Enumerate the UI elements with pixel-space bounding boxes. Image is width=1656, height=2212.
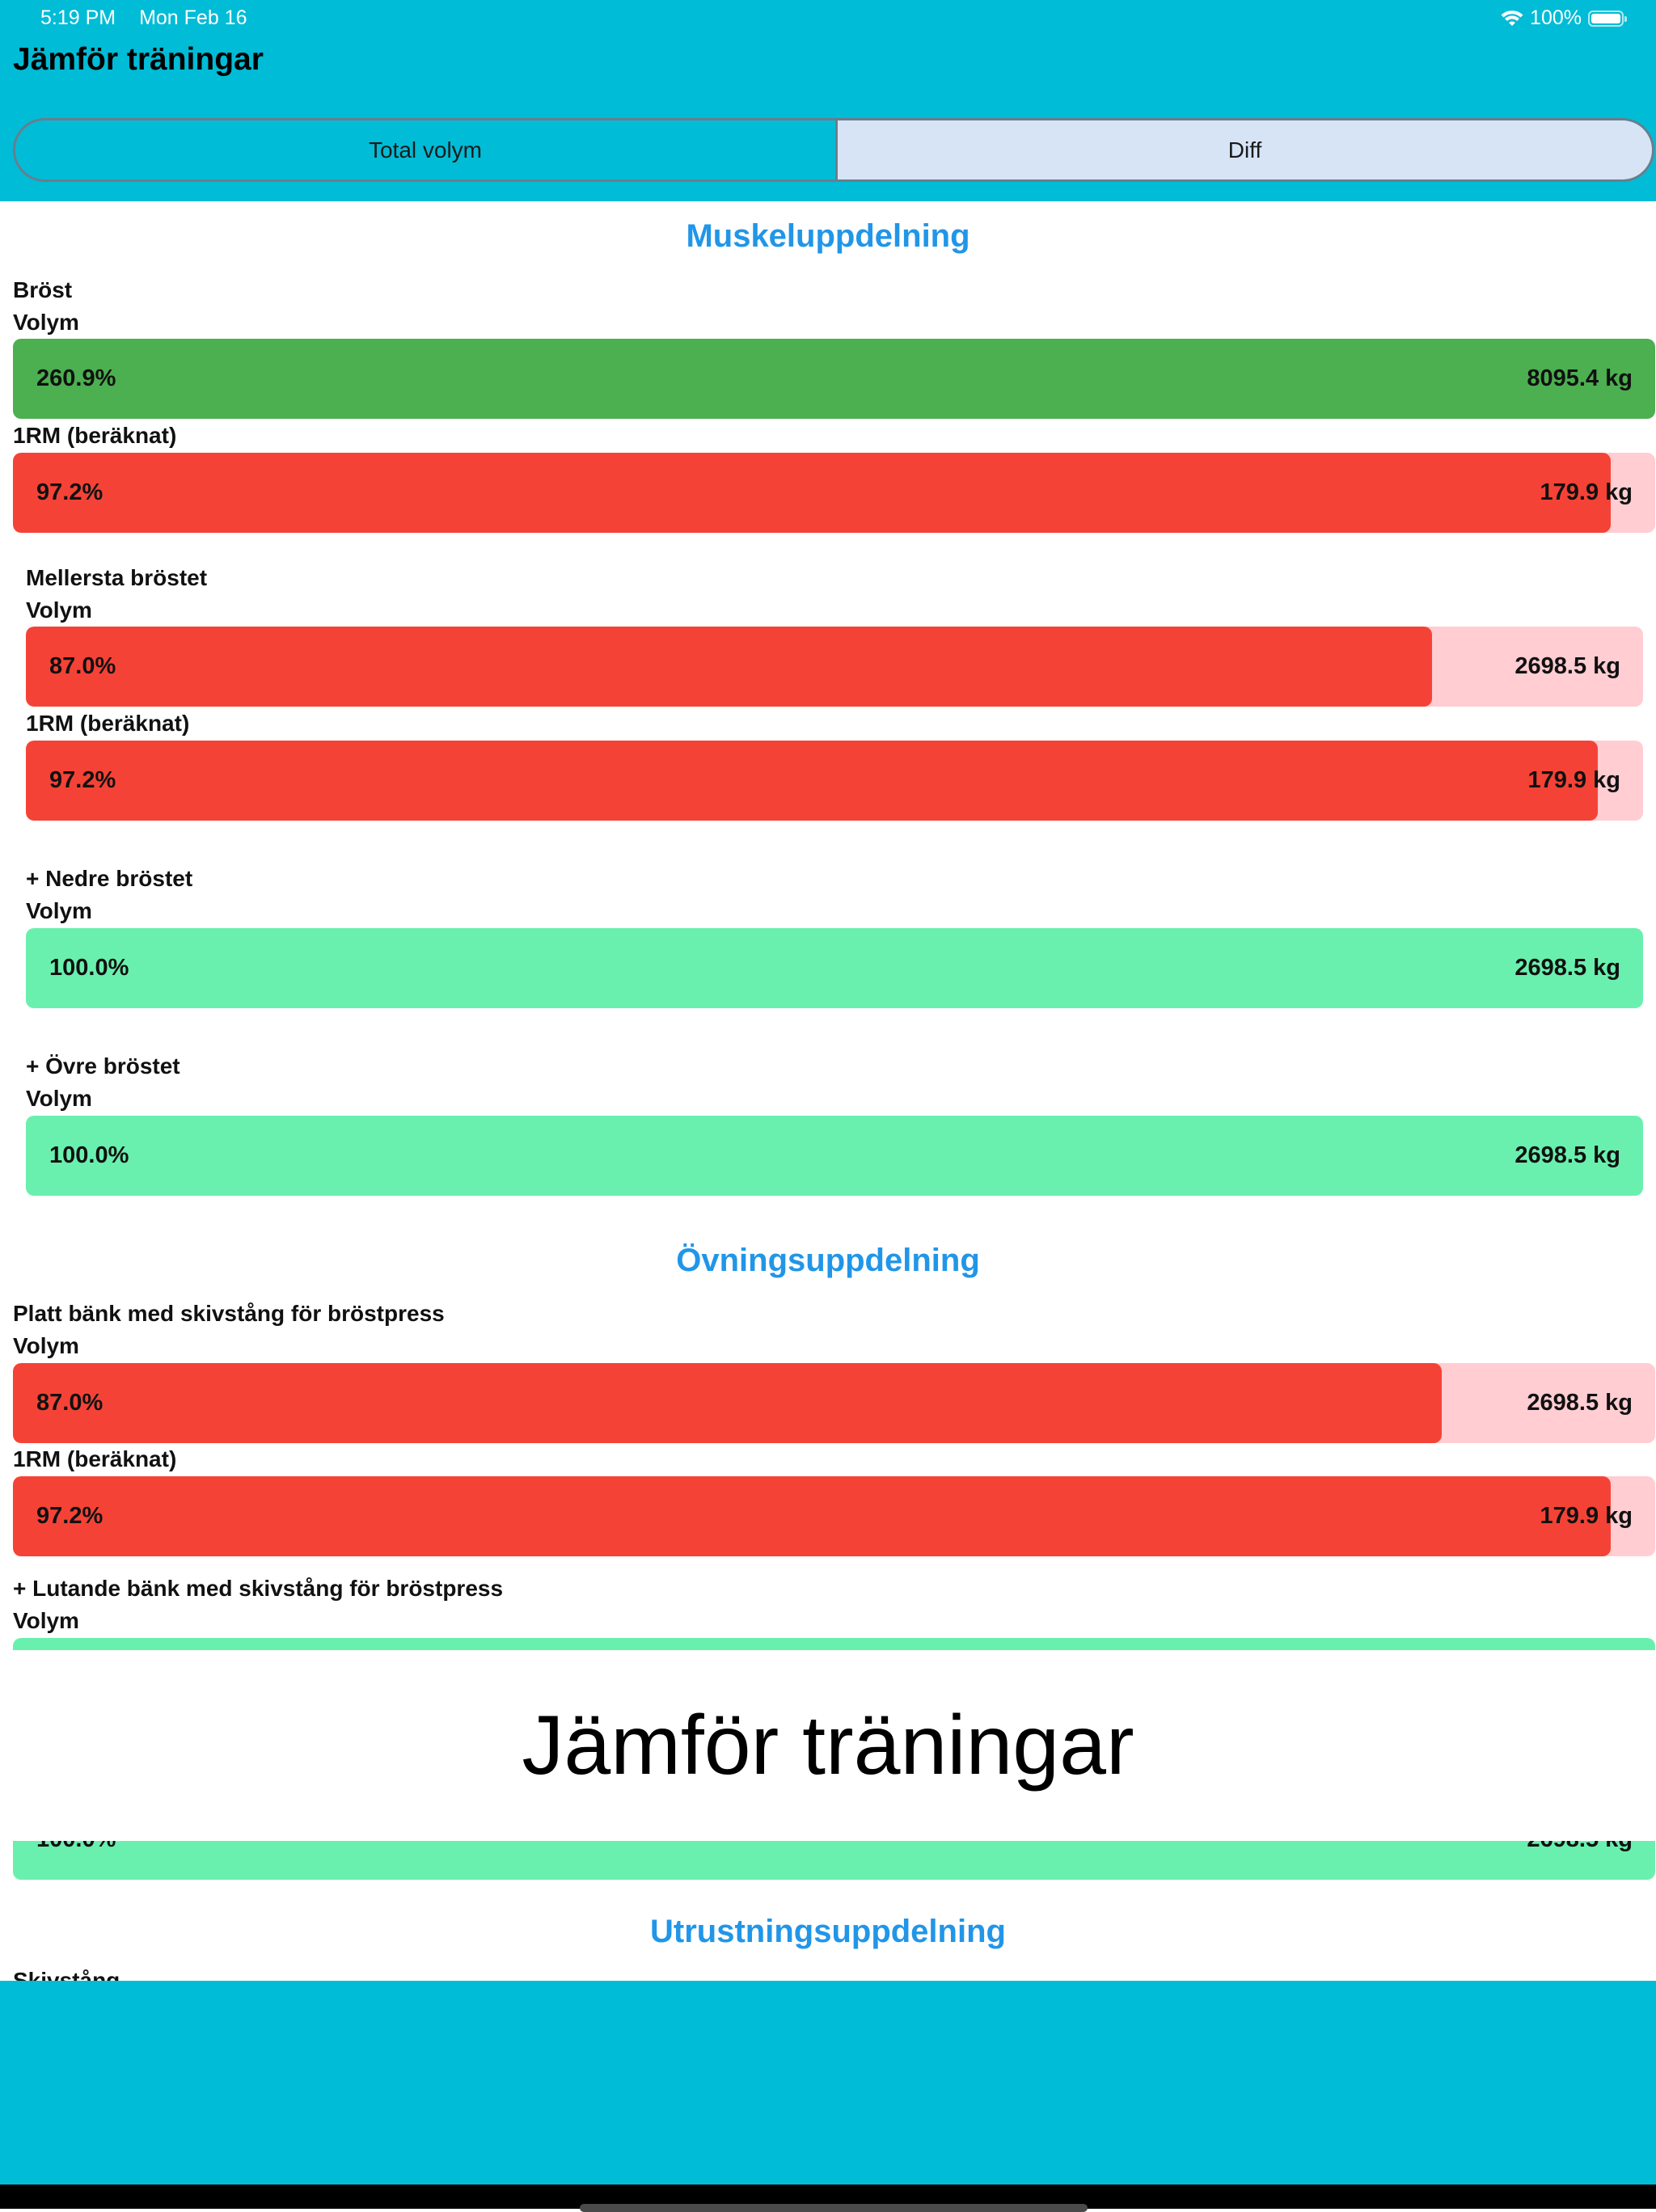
metric-label: Volym [26,898,92,923]
diff-percentage: 100.0% [49,955,129,981]
bar-fill [13,453,1611,533]
title-overlay: Jämför träningar [0,1650,1656,1841]
view-mode-segmented-control[interactable]: Total volym Diff [13,118,1654,182]
diff-bar-1rm: 97.2% 179.9 kg [13,1476,1655,1556]
bottom-bar [0,1981,1656,2185]
metric-label: 1RM (beräknat) [13,1446,177,1471]
group-name: + Nedre bröstet [26,866,193,891]
bar-fill [26,627,1432,707]
page-title: Jämför träningar [13,42,264,77]
diff-bar-volume: 100.0% 2698.5 kg [26,1116,1643,1196]
metric-label: 1RM (beräknat) [13,423,177,448]
status-bar-right: 100% [1501,6,1627,30]
tab-diff[interactable]: Diff [838,120,1652,179]
metric-label: Volym [13,1608,79,1633]
diff-value: 179.9 kg [1540,1503,1633,1529]
diff-bar-volume: 87.0% 2698.5 kg [26,627,1643,707]
tab-total-volym[interactable]: Total volym [15,120,838,179]
bar-fill [26,741,1598,821]
diff-value: 179.9 kg [1540,479,1633,505]
diff-percentage: 260.9% [36,365,116,391]
bar-fill [13,1363,1442,1443]
metric-label: Volym [26,1086,92,1111]
group-name: + Övre bröstet [26,1053,180,1079]
wifi-icon [1501,10,1523,26]
bar-fill [13,1476,1611,1556]
section-title-equipment: Utrustningsuppdelning [650,1914,1006,1949]
diff-value: 2698.5 kg [1514,653,1620,679]
diff-value: 2698.5 kg [1514,1142,1620,1168]
diff-percentage: 97.2% [49,767,116,793]
section-title-muscle: Muskeluppdelning [686,218,970,254]
group-name: Bröst [13,277,73,302]
diff-percentage: 100.0% [49,1142,129,1168]
diff-percentage: 97.2% [36,1503,104,1529]
metric-label: Volym [13,1333,79,1358]
battery-icon [1588,10,1627,27]
group-name: + Lutande bänk med skivstång för bröstpr… [13,1576,504,1601]
status-date: Mon Feb 16 [139,6,247,29]
battery-percentage: 100% [1530,6,1582,29]
diff-value: 8095.4 kg [1527,365,1633,391]
diff-percentage: 87.0% [36,1390,104,1416]
diff-bar-1rm: 97.2% 179.9 kg [26,741,1643,821]
diff-bar-volume: 87.0% 2698.5 kg [13,1363,1655,1443]
metric-label: Volym [13,310,79,335]
status-bar-left: 5:19 PM Mon Feb 16 [40,6,264,30]
metric-label: 1RM (beräknat) [26,711,190,736]
group-name: Platt bänk med skivstång för bröstpress [13,1301,445,1326]
diff-bar-volume: 100.0% 2698.5 kg [26,928,1643,1008]
metric-label: Volym [26,597,92,623]
diff-value: 2698.5 kg [1514,955,1620,981]
diff-value: 179.9 kg [1527,767,1620,793]
status-time: 5:19 PM [40,6,116,29]
home-indicator[interactable] [580,2204,1088,2212]
diff-percentage: 87.0% [49,653,116,679]
section-title-exercise: Övningsuppdelning [676,1243,980,1278]
diff-bar-volume: 260.9% 8095.4 kg [13,339,1655,419]
diff-percentage: 97.2% [36,479,104,505]
group-name: Mellersta bröstet [26,565,208,590]
diff-bar-1rm: 97.2% 179.9 kg [13,453,1655,533]
diff-value: 2698.5 kg [1527,1390,1633,1416]
